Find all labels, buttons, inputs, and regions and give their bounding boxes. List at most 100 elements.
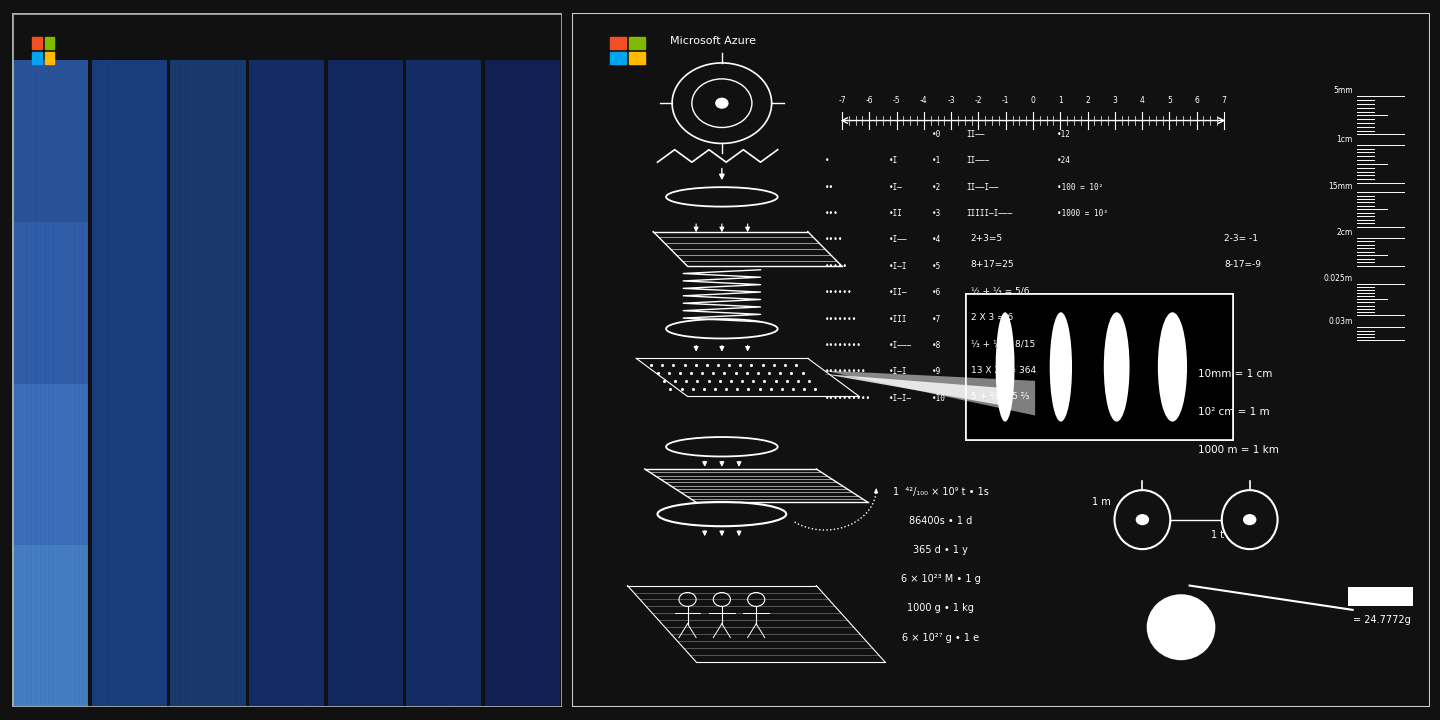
Bar: [13, 60, 88, 222]
Bar: [966, 294, 1233, 440]
Text: •II: •II: [890, 209, 903, 218]
Text: 1000 m = 1 km: 1000 m = 1 km: [1198, 445, 1279, 455]
Bar: [170, 60, 246, 707]
Text: 10mm = 1 cm: 10mm = 1 cm: [1198, 369, 1273, 379]
Text: 6: 6: [1194, 96, 1200, 105]
Text: 0: 0: [1031, 96, 1035, 105]
Text: •••••••: •••••••: [825, 315, 857, 323]
Text: 1: 1: [1058, 96, 1063, 105]
Text: 2: 2: [1086, 96, 1090, 105]
Polygon shape: [824, 374, 1001, 405]
Text: -6: -6: [865, 96, 873, 105]
Text: •••••••••: •••••••••: [825, 367, 867, 377]
Text: 1  ⁴²/₁₀₀ × 10⁹ t • 1s: 1 ⁴²/₁₀₀ × 10⁹ t • 1s: [893, 487, 989, 497]
Text: ⅓ + ⅕ = 8/15: ⅓ + ⅕ = 8/15: [971, 340, 1035, 348]
Text: •0: •0: [932, 130, 942, 139]
Text: 5: 5: [1166, 96, 1172, 105]
Text: -7: -7: [838, 96, 845, 105]
Text: 3: 3: [1112, 96, 1117, 105]
Text: -2: -2: [975, 96, 982, 105]
Text: II———: II———: [966, 156, 989, 166]
Text: •12: •12: [1057, 130, 1070, 139]
Text: •1000 = 10³: •1000 = 10³: [1057, 209, 1107, 218]
Text: •7: •7: [932, 315, 942, 323]
Text: •24: •24: [1057, 156, 1070, 166]
Text: •2: •2: [932, 183, 942, 192]
Bar: [13, 384, 88, 545]
Text: •: •: [825, 156, 829, 166]
Circle shape: [1136, 515, 1149, 524]
Text: II——: II——: [966, 130, 985, 139]
Bar: [13, 222, 88, 384]
Text: 6 × 10²³ M • 1 g: 6 × 10²³ M • 1 g: [901, 575, 981, 585]
Polygon shape: [824, 370, 1035, 415]
Bar: [249, 60, 324, 707]
Text: •I—I—: •I—I—: [890, 394, 913, 402]
Ellipse shape: [1146, 594, 1215, 660]
Text: ••••••••••: ••••••••••: [825, 394, 871, 402]
Text: 2+3=5: 2+3=5: [971, 234, 1002, 243]
Text: 86400s • 1 d: 86400s • 1 d: [909, 516, 972, 526]
Text: •9: •9: [932, 367, 942, 377]
Text: •III: •III: [890, 315, 907, 323]
Bar: [966, 294, 1233, 440]
Text: 1000 g • 1 kg: 1000 g • 1 kg: [907, 603, 975, 613]
Text: 5 + ⅔ = 5 ⅔: 5 + ⅔ = 5 ⅔: [971, 392, 1030, 401]
Text: 5mm: 5mm: [1333, 86, 1352, 95]
Text: •I: •I: [890, 156, 899, 166]
Text: ½ + ⅓ = 5/6: ½ + ⅓ = 5/6: [971, 287, 1030, 296]
Text: 2-3= -1: 2-3= -1: [1224, 234, 1259, 243]
Text: ∧: ∧: [279, 32, 294, 50]
Text: Avenues: Avenues: [331, 34, 397, 48]
Text: ••••: ••••: [825, 235, 844, 244]
Text: •100 = 10²: •100 = 10²: [1057, 183, 1103, 192]
Bar: [327, 60, 403, 707]
Text: •3: •3: [932, 209, 942, 218]
Bar: [33, 52, 42, 64]
Ellipse shape: [995, 312, 1015, 422]
Text: -1: -1: [1002, 96, 1009, 105]
Text: IIIII—I———: IIIII—I———: [966, 209, 1012, 218]
Bar: [12, 13, 562, 60]
Text: 7: 7: [1221, 96, 1227, 105]
Ellipse shape: [1050, 312, 1071, 422]
Bar: [629, 52, 645, 64]
Text: 0.025m: 0.025m: [1323, 274, 1352, 282]
Text: •4: •4: [932, 235, 942, 244]
Text: ••••••: ••••••: [825, 288, 852, 297]
Ellipse shape: [1104, 312, 1129, 422]
Bar: [629, 37, 645, 49]
Text: -5: -5: [893, 96, 900, 105]
Text: 8+17=25: 8+17=25: [971, 261, 1014, 269]
Bar: [45, 37, 55, 49]
Text: •1: •1: [932, 156, 942, 166]
Bar: [13, 60, 88, 707]
Text: •6: •6: [932, 288, 942, 297]
Text: II——I——: II——I——: [966, 183, 999, 192]
Bar: [966, 294, 1233, 440]
Text: 15mm: 15mm: [1328, 182, 1352, 191]
Bar: [33, 37, 42, 49]
Text: •I———: •I———: [890, 341, 913, 350]
Text: 1 m: 1 m: [1092, 498, 1110, 508]
Bar: [611, 37, 626, 49]
Text: = 24.7772g: = 24.7772g: [1352, 616, 1410, 625]
Text: 13 X 28 = 364: 13 X 28 = 364: [971, 366, 1035, 375]
Bar: [611, 52, 626, 64]
Text: 1 t: 1 t: [1211, 530, 1224, 540]
Text: Microsoft Azure: Microsoft Azure: [671, 36, 756, 46]
Text: 8-17=-9: 8-17=-9: [1224, 261, 1261, 269]
Ellipse shape: [1158, 312, 1187, 422]
Text: •8: •8: [932, 341, 942, 350]
Text: •••••: •••••: [825, 262, 848, 271]
Text: 6 × 10²⁷ g • 1 e: 6 × 10²⁷ g • 1 e: [903, 633, 979, 643]
Bar: [1348, 587, 1413, 606]
Text: •5: •5: [932, 262, 942, 271]
Text: Microsoft Azure: Microsoft Azure: [75, 36, 161, 46]
Text: -3: -3: [948, 96, 955, 105]
Text: ••: ••: [825, 183, 834, 192]
Bar: [45, 52, 55, 64]
Circle shape: [716, 99, 727, 108]
Text: 1cm: 1cm: [1336, 135, 1352, 144]
Bar: [13, 545, 88, 707]
